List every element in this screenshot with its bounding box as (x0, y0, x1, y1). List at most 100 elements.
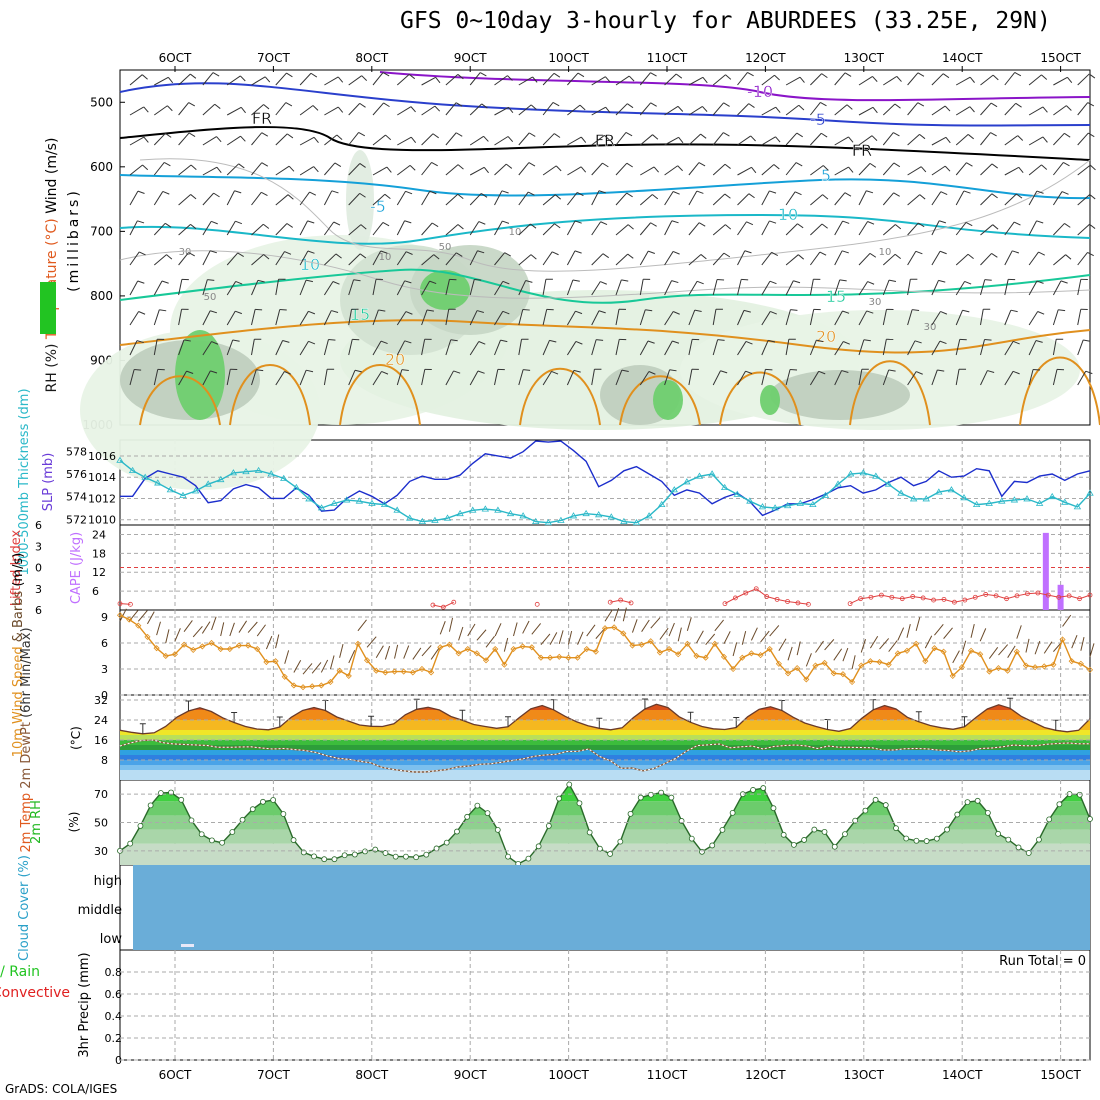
wind-barb (664, 311, 674, 326)
wind-barb-flag (842, 310, 850, 314)
wind-barb-flag (161, 280, 169, 284)
wind-barb-flag (237, 252, 244, 258)
rh-point (260, 798, 266, 805)
wind-barb (980, 309, 984, 326)
wind10-point (1068, 658, 1075, 665)
wind-barb (178, 339, 185, 356)
thickness-point (582, 509, 590, 517)
wind-barb (1053, 105, 1067, 116)
thickness-point (368, 499, 376, 506)
thickness-point (1073, 503, 1082, 510)
rh-contour-label: 30 (179, 247, 192, 258)
wind10-barb (201, 621, 211, 634)
grads-credit: GrADS: COLA/IGES (5, 1082, 118, 1096)
wind10-point (208, 639, 215, 647)
wind-barb-flag (866, 310, 874, 314)
wind-barb-flag (720, 370, 728, 374)
rh-point (923, 838, 930, 844)
wind-barb-flag (1014, 72, 1022, 77)
rh2m-units: (%) (67, 812, 81, 833)
thickness-point (456, 509, 464, 517)
wind-barb-flag (1012, 370, 1020, 375)
wind-barb (615, 279, 622, 296)
wind10-point (190, 646, 197, 653)
wind-barb (372, 371, 382, 386)
wind-barb (712, 193, 726, 206)
wind-barb (639, 371, 650, 386)
wind-barb-flag (380, 250, 388, 254)
wind-barb (202, 341, 212, 356)
wind-barb-flag (790, 309, 798, 311)
thickness-point (506, 509, 515, 517)
wind10-point (574, 654, 581, 661)
li-tick: 3 (35, 583, 42, 596)
thickness-point (909, 495, 918, 502)
wind-barb (542, 340, 550, 356)
wind-barb-flag (235, 220, 243, 225)
wind-barb-flag (483, 167, 489, 174)
wind-barb-flag (432, 133, 439, 139)
wind-barb (737, 370, 746, 386)
wind-barb (129, 369, 135, 386)
wind-barb-flag (1087, 251, 1094, 257)
rh-point (464, 813, 471, 820)
wind10-barb (970, 624, 975, 638)
wind-barb (1077, 370, 1087, 386)
wind-barb-flag (675, 73, 683, 79)
wind-barb (396, 220, 406, 236)
thickness-point (494, 506, 502, 513)
wind-barb-flag (822, 165, 829, 171)
wind-barb-flag (672, 250, 680, 255)
thickness-point (1023, 495, 1031, 502)
wind-barb (858, 221, 869, 236)
wind10-barb (979, 628, 987, 642)
wind-barb-flag (627, 103, 634, 109)
rh-point (617, 838, 624, 845)
wind-barb-flag (967, 134, 974, 140)
wind10-barb (796, 641, 801, 656)
wind-barb-flag (210, 250, 218, 254)
wind-barb-flag (139, 251, 146, 256)
wind-barb (518, 76, 533, 86)
wind-barb (980, 74, 994, 86)
wind-barb (566, 279, 574, 296)
wind-barb (785, 254, 799, 266)
wind-barb (275, 102, 287, 116)
wind-barb (348, 279, 355, 296)
wind10-point (482, 657, 490, 664)
ylabel-part: RH (%) (44, 344, 60, 393)
wind-barb-flag (893, 162, 901, 168)
wind-barb-flag (987, 370, 995, 373)
wind-barb-flag (1060, 280, 1068, 284)
wind-barb-flag (964, 280, 972, 285)
wind-barb (785, 309, 791, 326)
thickness-point (443, 514, 452, 521)
wind-barb (737, 341, 747, 356)
wind-barb-flag (769, 280, 777, 285)
wind10-barb (842, 647, 849, 662)
wind-barb (834, 72, 846, 86)
wind-barb (348, 75, 363, 86)
wind-barb-flag (598, 310, 606, 314)
wind-barb (202, 279, 208, 296)
wind-barb (372, 72, 384, 86)
wind-barb (931, 73, 944, 86)
temp-band (120, 730, 1090, 735)
wind10-point (849, 678, 856, 686)
wind10-barb (778, 638, 787, 652)
wind-barb (153, 339, 158, 356)
rh-point (545, 823, 552, 829)
y-tick-pressure: 500 (90, 95, 113, 109)
wind10-point (601, 625, 609, 632)
wind-barb (299, 341, 309, 356)
thickness-point (469, 506, 477, 513)
wind-barb (834, 310, 843, 326)
wind-barb-flag (652, 134, 659, 140)
wind-barb-flag (969, 106, 975, 113)
wind-barb (566, 250, 576, 266)
wind10-barb (787, 646, 793, 661)
wind-barb (202, 370, 211, 386)
wind10-point (1059, 636, 1066, 643)
wind-barb-flag (939, 250, 947, 255)
wind10-barb (320, 659, 329, 673)
